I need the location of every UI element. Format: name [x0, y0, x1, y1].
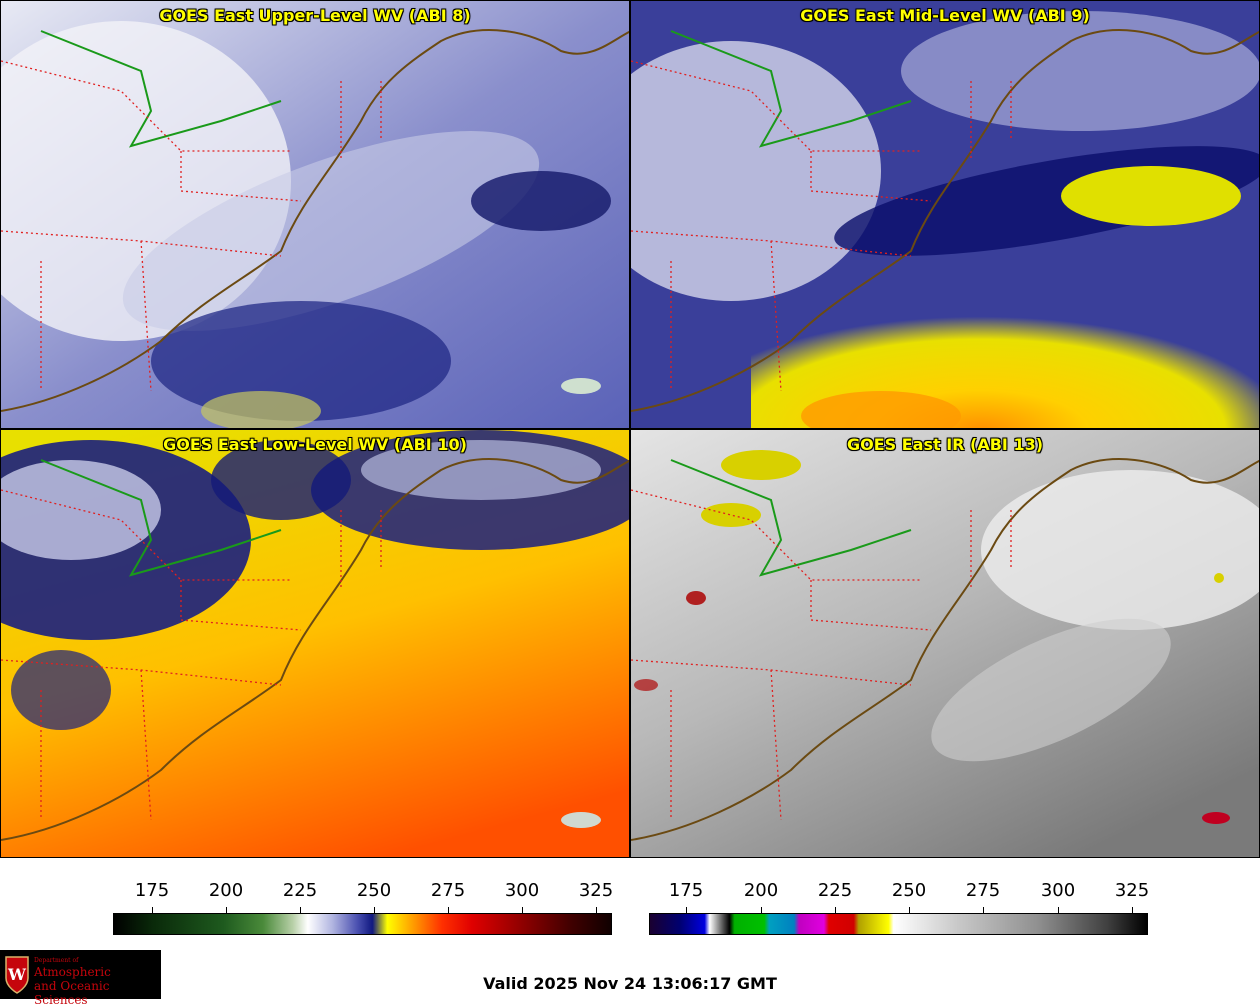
tick-mark	[300, 907, 301, 913]
wv-colorbar: 175 200 225 250 275 300 325	[113, 880, 614, 940]
tick-mark	[1132, 907, 1133, 913]
logo-department: Department of	[34, 957, 79, 964]
panel-low-level-wv: GOES East Low-Level WV (ABI 10)	[0, 429, 630, 858]
tick-mark	[374, 907, 375, 913]
tick-label: 250	[356, 880, 392, 901]
wv-low-map	[1, 430, 629, 857]
tick-mark	[448, 907, 449, 913]
tick-label: 275	[965, 880, 1001, 901]
tick-label: 225	[282, 880, 318, 901]
panel-upper-level-wv: GOES East Upper-Level WV (ABI 8)	[0, 0, 630, 429]
tick-mark	[596, 907, 597, 913]
aos-logo[interactable]: W Department of Atmospheric and Oceanic …	[0, 950, 161, 1007]
ir-colorbar: 175 200 225 250 275 300 325	[649, 880, 1150, 940]
tick-label: 225	[817, 880, 853, 901]
crest-letter: W	[7, 965, 27, 984]
tick-mark	[152, 907, 153, 913]
tick-label: 175	[134, 880, 170, 901]
tick-mark	[909, 907, 910, 913]
tick-label: 275	[430, 880, 466, 901]
tick-mark	[686, 907, 687, 913]
tick-label: 325	[1114, 880, 1150, 901]
logo-line1: Atmospheric	[34, 965, 111, 979]
tick-mark	[522, 907, 523, 913]
wv-colorbar-gradient	[113, 913, 612, 935]
tick-label: 300	[504, 880, 540, 901]
tick-mark	[226, 907, 227, 913]
tick-mark	[983, 907, 984, 913]
crest-icon: W	[5, 956, 29, 994]
tick-mark	[761, 907, 762, 913]
tick-label: 300	[1040, 880, 1076, 901]
tick-label: 250	[891, 880, 927, 901]
ir-colorbar-gradient	[649, 913, 1148, 935]
wv-mid-map	[631, 1, 1259, 428]
wv-upper-map	[1, 1, 629, 428]
panel-mid-level-wv: GOES East Mid-Level WV (ABI 9)	[630, 0, 1260, 429]
tick-label: 200	[208, 880, 244, 901]
tick-label: 325	[578, 880, 614, 901]
tick-label: 200	[743, 880, 779, 901]
tick-label: 175	[668, 880, 704, 901]
ir-map	[631, 430, 1259, 857]
wv-colorbar-ticks: 175 200 225 250 275 300 325	[113, 880, 614, 906]
tick-mark	[835, 907, 836, 913]
ir-colorbar-ticks: 175 200 225 250 275 300 325	[649, 880, 1150, 906]
panel-ir: GOES East IR (ABI 13)	[630, 429, 1260, 858]
valid-time: Valid 2025 Nov 24 13:06:17 GMT	[483, 974, 777, 993]
tick-mark	[1058, 907, 1059, 913]
